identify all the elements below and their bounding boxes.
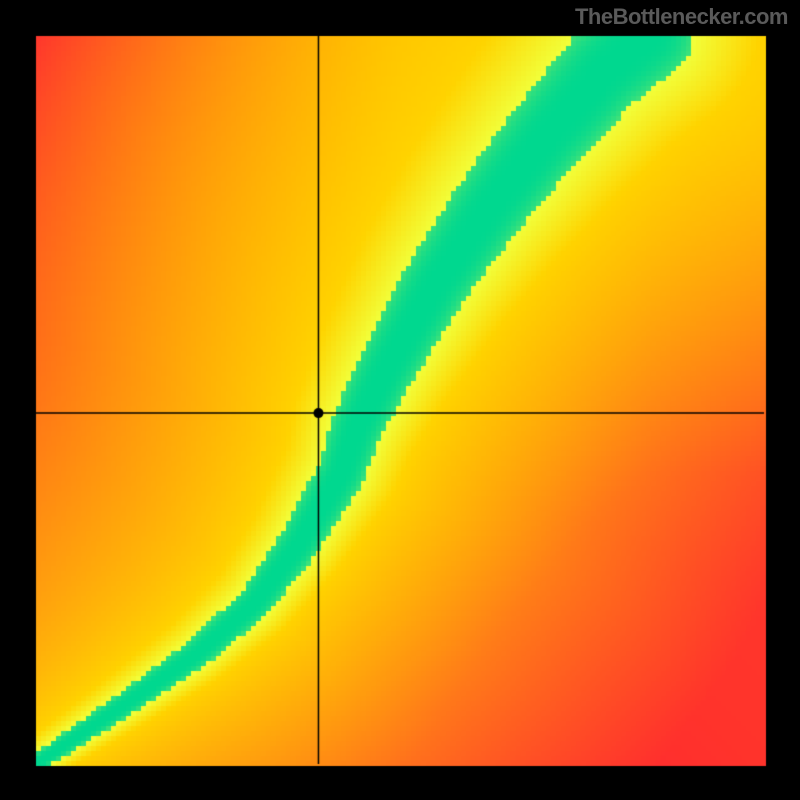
watermark-text: TheBottlenecker.com	[575, 4, 788, 30]
heatmap-canvas	[0, 0, 800, 800]
chart-container: TheBottlenecker.com	[0, 0, 800, 800]
